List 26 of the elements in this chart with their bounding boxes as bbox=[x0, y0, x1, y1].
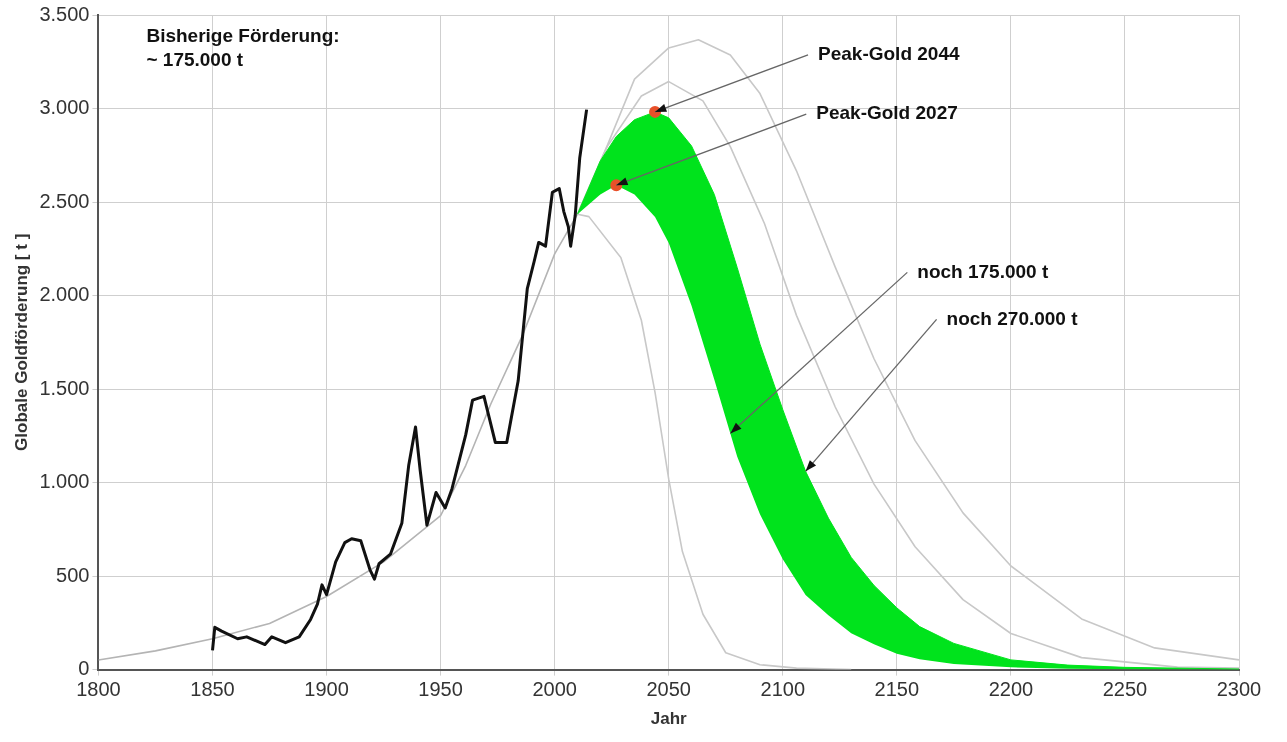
annotation: Peak-Gold 2027 bbox=[816, 102, 958, 124]
x-tick-label: 2100 bbox=[760, 678, 806, 701]
x-axis-title: Jahr bbox=[650, 709, 688, 729]
y-tick-label: 1.500 bbox=[39, 376, 90, 399]
x-tick-label: 2150 bbox=[874, 678, 920, 701]
y-tick-label: 3.000 bbox=[39, 96, 90, 119]
x-tick-label: 1800 bbox=[76, 678, 121, 701]
x-tick-label: 1950 bbox=[418, 678, 463, 701]
x-tick-label: 1850 bbox=[190, 678, 235, 701]
x-tick-label: 1900 bbox=[304, 678, 349, 701]
y-tick-label: 0 bbox=[78, 657, 90, 680]
y-tick-label: 3.500 bbox=[39, 2, 90, 25]
y-axis-title: Globale Goldförderung [ t ] bbox=[11, 233, 31, 451]
annotation: noch 175.000 t bbox=[917, 260, 1049, 282]
y-tick-label: 2.000 bbox=[39, 283, 90, 306]
y-tick-label: 1.000 bbox=[39, 470, 90, 493]
annotation: noch 270.000 t bbox=[946, 307, 1079, 329]
y-tick-label: 500 bbox=[56, 563, 90, 586]
annotation: Bisherige Förderung: ~ 175.000 t bbox=[146, 25, 340, 71]
x-tick-label: 2050 bbox=[646, 678, 691, 701]
x-tick-label: 2200 bbox=[988, 678, 1034, 701]
x-tick-label: 2300 bbox=[1216, 678, 1262, 701]
y-tick-label: 2.500 bbox=[39, 189, 90, 212]
x-tick-label: 2250 bbox=[1102, 678, 1148, 701]
annotation: Peak-Gold 2044 bbox=[818, 43, 960, 65]
x-tick-label: 2000 bbox=[532, 678, 577, 701]
